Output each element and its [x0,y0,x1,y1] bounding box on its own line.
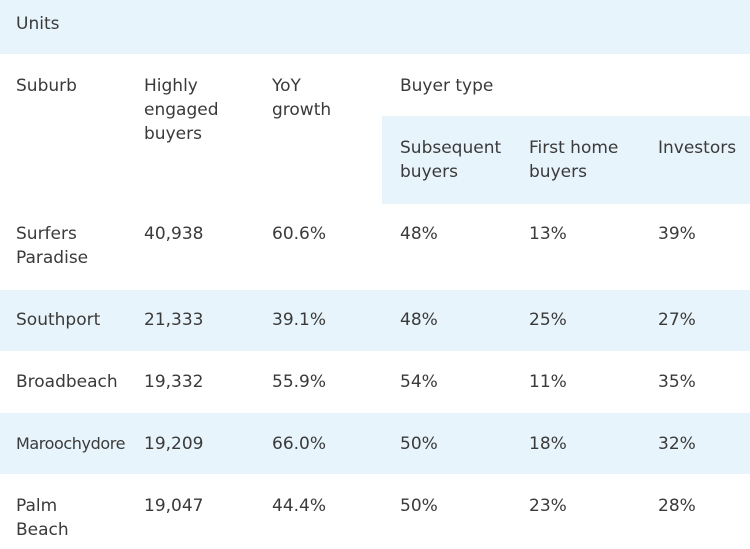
header-yoy-line: growth [272,100,332,120]
cell-subsequent: 50% [400,434,438,454]
cell-suburb-line: Beach [16,520,69,540]
header-highly-engaged: Highly engaged buyers [144,74,218,146]
table-row: Maroochydore 19,209 66.0% 50% 18% 32% [0,413,750,474]
header-first-home-line: First home [529,138,619,158]
header-yoy-line: YoY [272,76,301,96]
header-buyer-type: Buyer type [400,76,494,96]
cell-buyers: 19,332 [144,372,204,392]
cell-first-home: 25% [529,310,567,330]
cell-suburb-line: Palm [16,496,58,516]
header-first-home-line: buyers [529,162,587,182]
table-row: Surfers Paradise 40,938 60.6% 48% 13% 39… [0,204,750,290]
cell-yoy: 60.6% [272,224,327,244]
table-title: Units [16,14,60,34]
cell-first-home: 18% [529,434,567,454]
cell-first-home: 23% [529,496,567,516]
header-investors: Investors [658,138,737,158]
cell-investors: 35% [658,372,696,392]
cell-suburb: Southport [16,310,101,330]
cell-suburb: Palm Beach [16,494,69,542]
cell-buyers: 19,209 [144,434,204,454]
cell-investors: 32% [658,434,696,454]
cell-subsequent: 50% [400,496,438,516]
cell-first-home: 11% [529,372,567,392]
header-highly-engaged-line: Highly [144,76,198,96]
cell-subsequent: 54% [400,372,438,392]
header-subsequent-line: Subsequent [400,138,502,158]
cell-yoy: 55.9% [272,372,327,392]
cell-yoy: 66.0% [272,434,327,454]
cell-yoy: 39.1% [272,310,327,330]
cell-investors: 39% [658,224,696,244]
header-yoy: YoY growth [272,74,331,122]
cell-subsequent: 48% [400,310,438,330]
cell-buyers: 21,333 [144,310,204,330]
cell-investors: 28% [658,496,696,516]
header-subsequent-line: buyers [400,162,458,182]
cell-subsequent: 48% [400,224,438,244]
cell-first-home: 13% [529,224,567,244]
table-row: Broadbeach 19,332 55.9% 54% 11% 35% [0,351,750,413]
cell-suburb: Broadbeach [16,372,118,392]
cell-yoy: 44.4% [272,496,327,516]
header-highly-engaged-line: buyers [144,124,202,144]
cell-suburb-line: Paradise [16,248,89,268]
table-title-band: Units [0,0,750,54]
table-row: Southport 21,333 39.1% 48% 25% 27% [0,290,750,351]
buyer-type-subheader-band [382,116,750,204]
cell-buyers: 40,938 [144,224,204,244]
cell-suburb: Maroochydore [16,434,126,453]
header-suburb: Suburb [16,76,77,96]
header-first-home: First home buyers [529,136,618,184]
table-row: Palm Beach 19,047 44.4% 50% 23% 28% [0,474,750,549]
cell-investors: 27% [658,310,696,330]
cell-suburb-line: Surfers [16,224,77,244]
cell-suburb: Surfers Paradise [16,222,88,270]
header-subsequent: Subsequent buyers [400,136,501,184]
header-highly-engaged-line: engaged [144,100,219,120]
cell-buyers: 19,047 [144,496,204,516]
